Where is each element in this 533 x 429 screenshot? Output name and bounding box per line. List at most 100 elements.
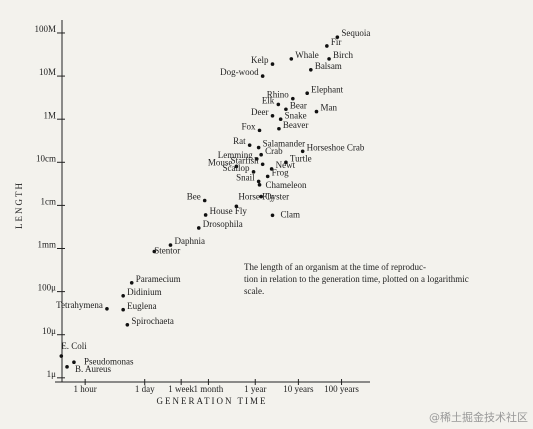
point [314,109,319,114]
point-label: Sequoia [341,28,370,38]
point [277,126,281,131]
point [234,164,239,169]
point-label: Man [320,103,337,113]
point-label: Paramecium [136,274,181,284]
point-label: Mouse [208,158,233,168]
x-axis-label: GENERATION TIME [156,396,267,406]
point-label: Horse Fly [238,191,274,201]
point [278,117,283,121]
point-label: Daphnia [174,236,205,246]
point-label: Elk [262,95,275,105]
point [152,249,157,254]
point [203,213,208,217]
point [121,293,125,298]
point [265,174,270,179]
point-label: E. Coli [61,341,87,351]
point [129,281,134,285]
point [105,306,109,311]
point [335,35,340,39]
point-label: Frog [272,167,290,177]
y-tick-label: 10cm [36,153,56,163]
point-label: Drosophila [203,219,243,229]
point-label: Chameleon [266,180,307,190]
point [300,149,305,154]
point-label: Salamander [263,139,305,149]
point-label: Rat [233,136,246,146]
watermark: @稀土掘金技术社区 [429,410,528,424]
point [325,44,329,48]
point [257,128,262,133]
point [121,307,125,312]
point [284,160,288,165]
point-label: Starfish [231,155,259,165]
point [125,322,130,327]
point [196,226,201,230]
point-label: Clam [281,209,301,219]
annotation-line: tion in relation to the generation time,… [244,274,469,284]
point-label: Whale [295,50,318,60]
point-label: Lemming [218,150,253,160]
point [270,113,275,118]
point [202,198,207,203]
point-label: Snail [236,172,255,182]
point [291,96,295,101]
point-label: Euglena [127,301,156,311]
point [284,107,288,112]
point [327,57,331,61]
point-label: Oyster [265,192,289,202]
point-label: Scallop [223,163,250,173]
point [276,102,281,107]
point [168,243,173,247]
point [256,145,261,150]
point [270,213,275,218]
x-tick-label: 1 year [244,384,266,394]
point [259,152,263,157]
point-label: House Fly [210,206,248,216]
y-tick-label: 1μ [47,369,57,379]
point [234,204,239,209]
point [65,365,69,369]
point-label: Pseudomonas [84,356,134,366]
point [72,360,76,365]
y-tick-label: 1mm [37,240,56,250]
point-label: Elephant [311,84,343,94]
y-tick-label: 1M [43,110,56,120]
point [257,183,262,187]
point [309,67,313,72]
point [289,57,294,61]
point-label: Newt [276,160,296,170]
y-tick-label: 1cm [41,196,57,206]
point-label: Birch [333,50,353,60]
x-tick-label: 10 years [283,384,314,394]
point [254,157,259,161]
point-label: Spirochaeta [131,316,173,326]
point-label: Snake [285,110,307,120]
point-label: Turtle [290,153,312,163]
y-axis-label: LENGTH [14,181,24,229]
point-label: Fox [242,121,257,131]
x-tick-label: 100 years [324,384,359,394]
point [256,179,261,184]
point-label: Bee [187,192,201,202]
point [59,354,64,358]
y-tick-label: 100M [34,24,56,34]
x-tick-label: 1 day [135,384,155,394]
point-label: Crab [265,146,283,156]
point-label: Balsam [315,61,342,71]
point-label: Didinium [127,287,162,297]
point-label: Deer [251,107,269,117]
x-tick-label: 1 week [168,384,194,394]
point [259,194,263,199]
point-label: Tetrahymena [56,300,103,310]
y-tick-label: 100μ [38,283,57,293]
annotation-line: scale. [244,286,264,296]
point-label: Bear [290,100,307,110]
point-label: Fir [331,37,342,47]
point [260,74,265,78]
y-tick-label: 10μ [42,326,56,336]
point [269,167,274,171]
x-tick-label: 1 month [194,384,224,394]
point-label: Horseshoe Crab [307,142,365,152]
point [270,62,275,66]
